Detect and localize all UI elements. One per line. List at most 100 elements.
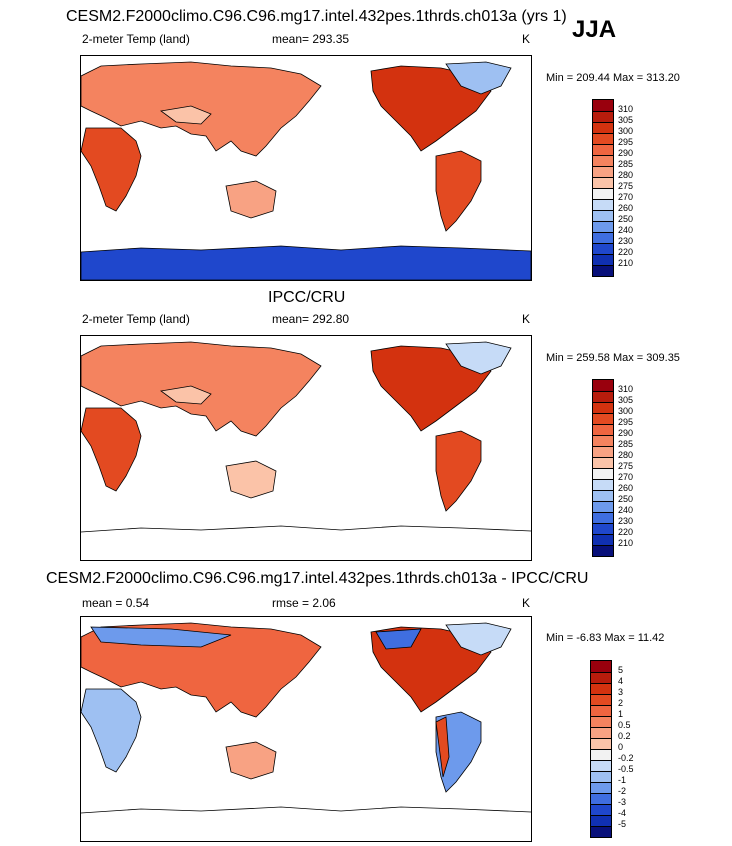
colorbar-swatch — [593, 243, 613, 254]
colorbar-swatch — [593, 501, 613, 512]
colorbar-swatch — [593, 457, 613, 468]
colorbar-tick-label: 270 — [618, 472, 634, 482]
panel2-title: IPCC/CRU — [268, 289, 346, 306]
colorbar-abs-1-labels: 310 305 300 295 290 285 280 275 270 260 250 240 230 2… — [618, 99, 658, 275]
colorbar-swatch — [593, 534, 613, 545]
diff-map — [80, 616, 532, 842]
colorbar-tick-label: 290 — [618, 428, 634, 438]
colorbar-swatch — [593, 265, 613, 276]
model-map — [80, 55, 532, 281]
colorbar-tick-label: -1 — [618, 775, 627, 785]
colorbar-diff-labels: 5 4 3 2 1 0.5 0.2 0 -0.2 -0.5 -1 -2 -3 -4 -5 — [618, 660, 658, 836]
colorbar-swatch — [593, 221, 613, 232]
colorbar-tick-label: -5 — [618, 819, 627, 829]
colorbar-tick-label: 220 — [618, 247, 634, 257]
colorbar-swatch — [591, 815, 611, 826]
panel3-title: CESM2.F2000climo.C96.C96.mg17.intel.432p… — [46, 570, 589, 587]
colorbar-swatch — [593, 523, 613, 534]
colorbar-abs-2 — [592, 379, 614, 557]
africa-land — [81, 127, 142, 212]
panel2-units: K — [522, 312, 531, 326]
eurasia-land — [81, 61, 322, 157]
colorbar-swatch — [591, 804, 611, 815]
north-america-land — [370, 65, 492, 152]
colorbar-tick-label: 285 — [618, 159, 634, 169]
panel2-minmax: Min = 259.58 Max = 309.35 — [546, 352, 680, 364]
colorbar-swatch — [593, 177, 613, 188]
panel3-minmax: Min = -6.83 Max = 11.42 — [546, 632, 665, 644]
colorbar-swatch — [591, 826, 611, 837]
colorbar-swatch — [591, 760, 611, 771]
colorbar-swatch — [591, 782, 611, 793]
colorbar-tick-label: 230 — [618, 236, 634, 246]
colorbar-tick-label: -0.5 — [618, 764, 634, 774]
colorbar-tick-label: 0.5 — [618, 720, 631, 730]
colorbar-swatch — [591, 716, 611, 727]
panel1-variable: 2-meter Temp (land) — [82, 32, 190, 46]
colorbar-swatch — [593, 413, 613, 424]
colorbar-swatch — [591, 738, 611, 749]
colorbar-swatch — [593, 468, 613, 479]
colorbar-swatch — [591, 661, 611, 672]
colorbar-tick-label: 305 — [618, 115, 634, 125]
tibet-region — [159, 105, 212, 125]
south-america-land — [435, 150, 482, 232]
colorbar-tick-label: 280 — [618, 170, 634, 180]
colorbar-tick-label: 0 — [618, 742, 624, 752]
colorbar-tick-label: 3 — [618, 687, 624, 697]
colorbar-swatch — [593, 166, 613, 177]
colorbar-swatch — [591, 771, 611, 782]
colorbar-tick-label: 220 — [618, 527, 634, 537]
colorbar-diff — [590, 660, 612, 838]
colorbar-tick-label: 295 — [618, 137, 634, 147]
colorbar-swatch — [593, 232, 613, 243]
colorbar-swatch — [591, 749, 611, 760]
colorbar-swatch — [593, 210, 613, 221]
colorbar-swatch — [593, 254, 613, 265]
panel3-units: K — [522, 596, 531, 610]
colorbar-swatch — [593, 188, 613, 199]
colorbar-swatch — [593, 512, 613, 523]
colorbar-tick-label: 305 — [618, 395, 634, 405]
colorbar-tick-label: 260 — [618, 203, 634, 213]
colorbar-swatch — [593, 435, 613, 446]
colorbar-tick-label: 210 — [618, 258, 634, 268]
greenland-land — [445, 61, 512, 95]
antarctica-land — [81, 245, 531, 280]
colorbar-swatch — [593, 446, 613, 457]
colorbar-swatch — [593, 402, 613, 413]
colorbar-tick-label: 5 — [618, 665, 624, 675]
colorbar-abs-2-labels: 310 305 300 295 290 285 280 275 270 260 250 240 230 2… — [618, 379, 658, 555]
colorbar-tick-label: 240 — [618, 505, 634, 515]
colorbar-swatch — [593, 133, 613, 144]
colorbar-tick-label: 300 — [618, 406, 634, 416]
colorbar-tick-label: 2 — [618, 698, 624, 708]
colorbar-tick-label: 210 — [618, 538, 634, 548]
panel1-mean: mean= 293.35 — [272, 32, 350, 46]
colorbar-tick-label: 285 — [618, 439, 634, 449]
panel1-units: K — [522, 32, 531, 46]
colorbar-tick-label: -0.2 — [618, 753, 634, 763]
colorbar-swatch — [593, 391, 613, 402]
colorbar-tick-label: 270 — [618, 192, 634, 202]
colorbar-tick-label: -4 — [618, 808, 627, 818]
obs-map — [80, 335, 532, 561]
panel2-variable: 2-meter Temp (land) — [82, 312, 190, 326]
colorbar-swatch — [593, 144, 613, 155]
colorbar-tick-label: 4 — [618, 676, 624, 686]
panel3-mean: mean = 0.54 — [82, 596, 150, 610]
colorbar-swatch — [593, 479, 613, 490]
colorbar-swatch — [591, 683, 611, 694]
colorbar-swatch — [593, 424, 613, 435]
model-title: CESM2.F2000climo.C96.C96.mg17.intel.432p… — [66, 8, 567, 25]
colorbar-tick-label: 230 — [618, 516, 634, 526]
australia-land — [225, 180, 277, 219]
colorbar-tick-label: 290 — [618, 148, 634, 158]
colorbar-swatch — [593, 155, 613, 166]
colorbar-tick-label: -3 — [618, 797, 627, 807]
colorbar-tick-label: 1 — [618, 709, 624, 719]
colorbar-tick-label: 0.2 — [618, 731, 631, 741]
colorbar-swatch — [591, 705, 611, 716]
map-continents — [81, 61, 531, 280]
colorbar-swatch — [593, 545, 613, 556]
